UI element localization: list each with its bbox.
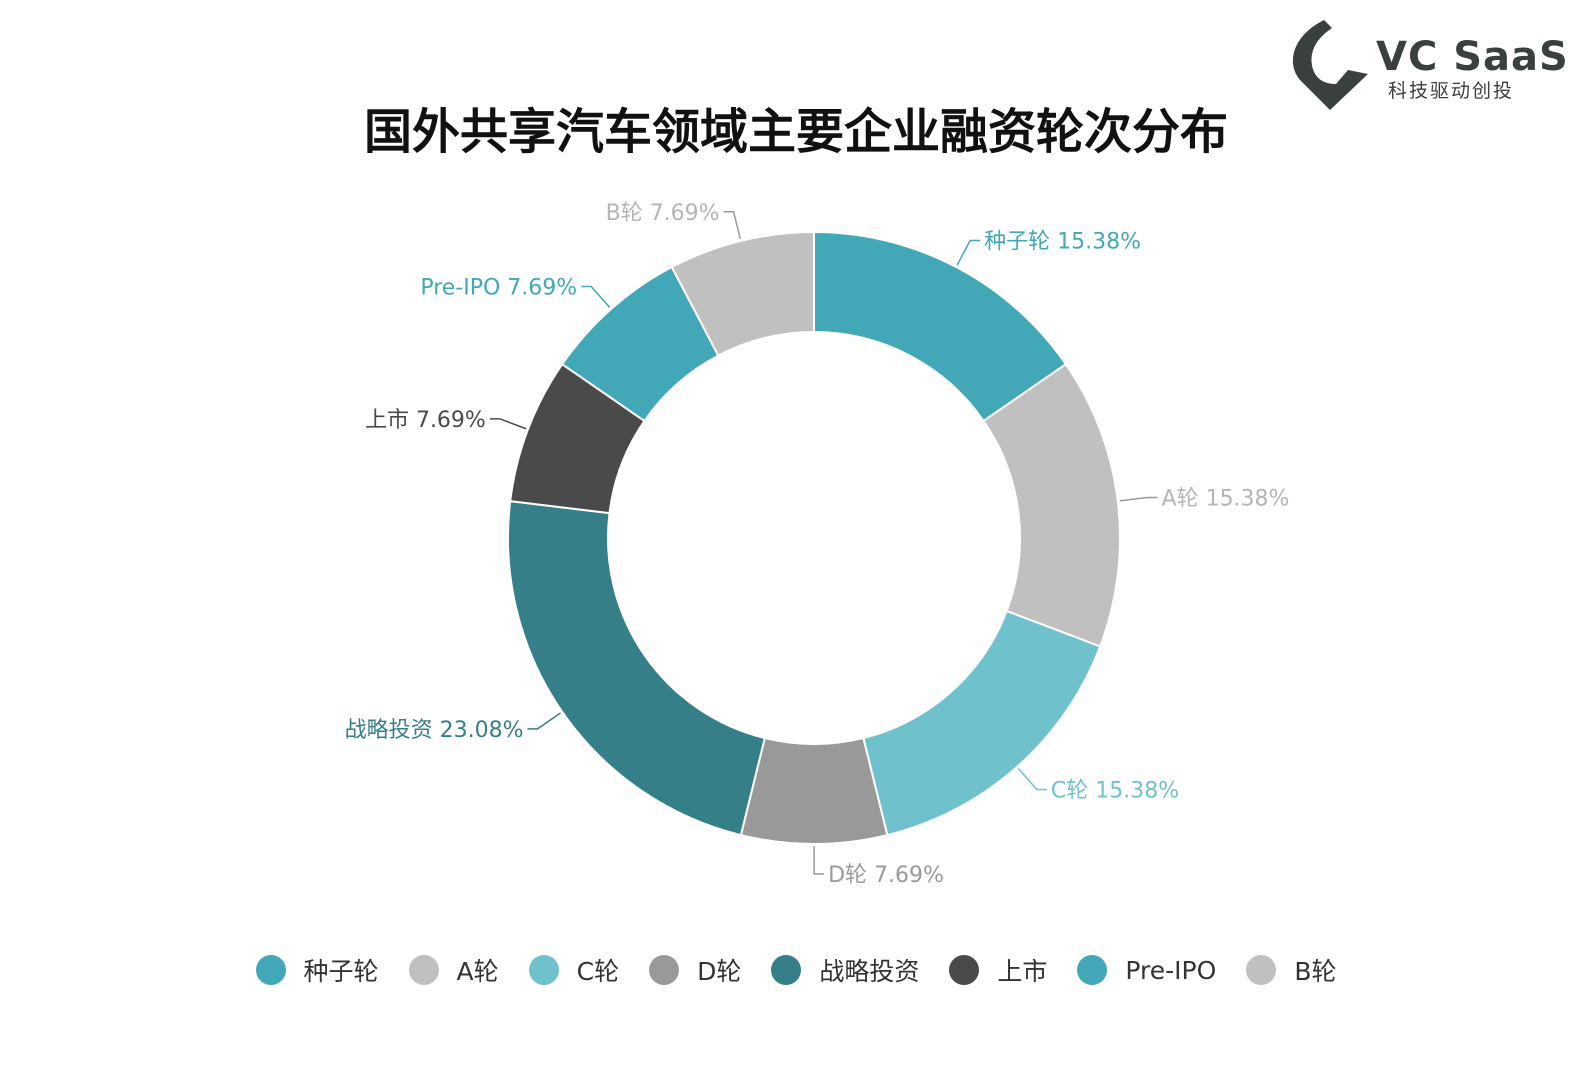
legend-swatch [649, 955, 680, 985]
legend-item-1[interactable]: A轮 [408, 952, 499, 988]
legend-swatch [528, 955, 559, 985]
legend-swatch [408, 955, 439, 985]
slice-1[interactable] [982, 362, 1121, 648]
data-label-5: 上市 7.69% [365, 408, 486, 433]
legend-item-3[interactable]: D轮 [649, 952, 741, 988]
slice-7[interactable] [670, 230, 815, 357]
data-label-4: 战略投资 23.08% [345, 718, 524, 743]
legend-swatch [1077, 955, 1108, 985]
legend-item-5[interactable]: 上市 [949, 952, 1047, 988]
leader-line-7 [723, 211, 742, 240]
leader-line-2 [1017, 767, 1047, 791]
data-label-3: D轮 7.69% [828, 863, 944, 888]
legend-label: 战略投资 [819, 957, 920, 986]
legend-label: D轮 [697, 957, 742, 986]
legend-item-7[interactable]: B轮 [1246, 952, 1336, 988]
logo-name: VC SaaS [1376, 34, 1569, 80]
legend-label: A轮 [456, 957, 499, 986]
chart-legend: 种子轮 A轮 C轮 D轮 战略投资 上市 Pre-IPO B轮 [0, 952, 1592, 988]
legend-item-2[interactable]: C轮 [528, 952, 620, 988]
chart-title: 国外共享汽车领域主要企业融资轮次分布 [363, 104, 1228, 160]
legend-label: 种子轮 [303, 957, 379, 986]
data-label-2: C轮 15.38% [1051, 778, 1179, 803]
legend-item-4[interactable]: 战略投资 [771, 952, 919, 988]
legend-swatch [771, 955, 802, 985]
legend-swatch [1246, 955, 1277, 985]
slice-3[interactable] [739, 736, 889, 845]
data-label-7: B轮 7.69% [606, 201, 720, 226]
vc-saas-logo: VC SaaS 科技驱动创投 [1290, 14, 1568, 114]
legend-item-0[interactable]: 种子轮 [255, 952, 379, 988]
legend-label: B轮 [1294, 957, 1337, 986]
legend-label: Pre-IPO [1125, 955, 1217, 985]
data-label-1: A轮 15.38% [1162, 486, 1290, 511]
leader-line-3 [813, 845, 825, 875]
data-label-0: 种子轮 15.38% [984, 229, 1141, 254]
logo-mark-icon [1292, 20, 1368, 110]
leader-line-6 [581, 285, 611, 308]
leader-line-5 [489, 418, 527, 430]
legend-label: 上市 [997, 957, 1048, 986]
data-label-6: Pre-IPO 7.69% [420, 275, 577, 300]
legend-item-6[interactable]: Pre-IPO [1077, 955, 1216, 985]
slice-4[interactable] [507, 499, 766, 837]
legend-label: C轮 [576, 957, 620, 986]
logo-tagline: 科技驱动创投 [1388, 80, 1515, 102]
legend-swatch [255, 955, 286, 985]
leader-line-4 [527, 712, 561, 730]
legend-swatch [949, 955, 980, 985]
leader-line-0 [956, 239, 981, 266]
leader-line-1 [1119, 496, 1158, 502]
